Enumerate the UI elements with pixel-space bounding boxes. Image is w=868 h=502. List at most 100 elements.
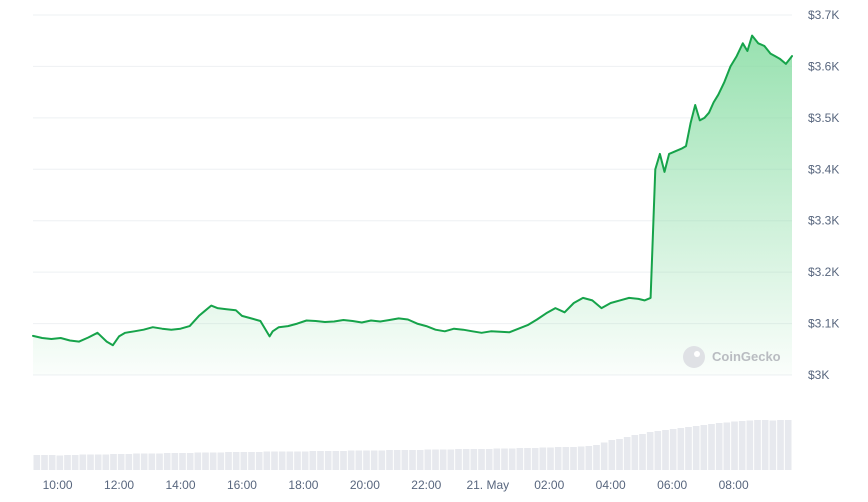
price-line — [32, 34, 793, 347]
volume-bar — [271, 451, 278, 470]
volume-bar — [554, 447, 562, 470]
gridlines — [33, 14, 792, 376]
volume-bar — [41, 455, 48, 470]
price-area-fill — [33, 35, 792, 375]
volume-bar — [577, 446, 585, 470]
x-tick-label: 20:00 — [350, 478, 380, 492]
y-tick-label: $3.2K — [808, 265, 839, 279]
volume-bar — [64, 455, 71, 470]
x-tick-label: 12:00 — [104, 478, 134, 492]
volume-bar — [777, 420, 784, 470]
volume-bar — [133, 453, 140, 470]
y-tick-label: $3.7K — [808, 8, 839, 22]
volume-bar — [370, 450, 378, 470]
volume-bar — [232, 452, 240, 470]
x-tick-label: 08:00 — [719, 478, 749, 492]
volume-bar — [309, 451, 317, 470]
watermark-text: CoinGecko — [712, 349, 781, 364]
volume-bar — [209, 452, 217, 470]
volume-bar — [600, 442, 608, 470]
volume-bar — [769, 420, 777, 470]
y-tick-label: $3.1K — [808, 317, 839, 331]
volume-bar — [79, 454, 87, 470]
y-tick-label: $3.5K — [808, 111, 839, 125]
price-area — [33, 35, 792, 375]
volume-bar — [501, 448, 508, 470]
volume-bar — [646, 432, 654, 470]
volume-bar — [87, 454, 94, 470]
volume-bar — [508, 448, 516, 470]
volume-bar — [585, 446, 593, 470]
volume-bar — [156, 453, 163, 470]
volume-bar — [186, 453, 194, 470]
volume-bar — [462, 449, 470, 470]
volume-bar — [110, 454, 117, 470]
volume-bar — [48, 455, 56, 470]
volume-bar — [393, 450, 401, 470]
volume-bar — [102, 454, 110, 470]
x-tick-label: 10:00 — [43, 478, 73, 492]
volume-bar — [33, 455, 41, 470]
volume-bar — [240, 452, 248, 470]
volume-bar — [294, 451, 301, 470]
volume-bar — [194, 452, 202, 470]
volume-bar — [94, 454, 102, 470]
y-tick-label: $3K — [808, 368, 829, 382]
volume-bar — [424, 449, 432, 470]
price-series-line — [32, 34, 793, 347]
volume-bar — [301, 451, 309, 470]
volume-bar — [225, 452, 232, 470]
volume-bars — [33, 420, 792, 470]
volume-bar — [524, 448, 531, 470]
x-tick-label: 18:00 — [288, 478, 318, 492]
volume-bar — [715, 423, 723, 470]
volume-bar — [324, 451, 332, 470]
volume-bar — [163, 453, 171, 470]
volume-bar — [263, 451, 271, 470]
volume-bar — [117, 454, 125, 470]
x-tick-label: 16:00 — [227, 478, 257, 492]
volume-bar — [255, 452, 263, 470]
volume-bar — [416, 450, 424, 470]
volume-bar — [409, 450, 416, 470]
volume-bar — [278, 451, 286, 470]
volume-bar — [286, 451, 294, 470]
volume-bar — [470, 449, 478, 470]
x-tick-label: 14:00 — [165, 478, 195, 492]
x-tick-label: 21. May — [466, 478, 509, 492]
volume-bar — [723, 422, 731, 470]
volume-bar — [248, 452, 255, 470]
y-tick-label: $3.4K — [808, 162, 839, 176]
volume-bar — [562, 447, 570, 470]
y-tick-label: $3.3K — [808, 214, 839, 228]
volume-bar — [547, 447, 554, 470]
volume-bar — [677, 428, 685, 470]
volume-bar — [401, 450, 409, 470]
volume-bar — [478, 449, 485, 470]
volume-bar — [516, 448, 524, 470]
volume-bar — [179, 453, 186, 470]
x-axis-ticks: 10:00 12:00 14:00 16:00 18:00 20:00 22:00 21. M… — [43, 478, 749, 492]
volume-bar — [685, 427, 692, 470]
volume-bar — [148, 453, 156, 470]
coingecko-watermark: CoinGecko — [683, 346, 781, 368]
volume-bar — [662, 430, 669, 470]
volume-bar — [738, 421, 746, 470]
volume-bar — [570, 447, 577, 470]
volume-bar — [340, 451, 347, 470]
x-tick-label: 22:00 — [411, 478, 441, 492]
volume-bar — [654, 431, 662, 470]
volume-bar — [140, 453, 148, 470]
volume-bar — [56, 455, 64, 470]
volume-bar — [347, 450, 355, 470]
x-tick-label: 06:00 — [657, 478, 687, 492]
volume-bar — [631, 435, 639, 470]
volume-bar — [317, 451, 324, 470]
volume-bar — [432, 449, 439, 470]
volume-bar — [378, 450, 386, 470]
volume-bar — [171, 453, 179, 470]
volume-bar — [439, 449, 447, 470]
volume-bar — [700, 425, 708, 470]
volume-bar — [531, 448, 539, 470]
